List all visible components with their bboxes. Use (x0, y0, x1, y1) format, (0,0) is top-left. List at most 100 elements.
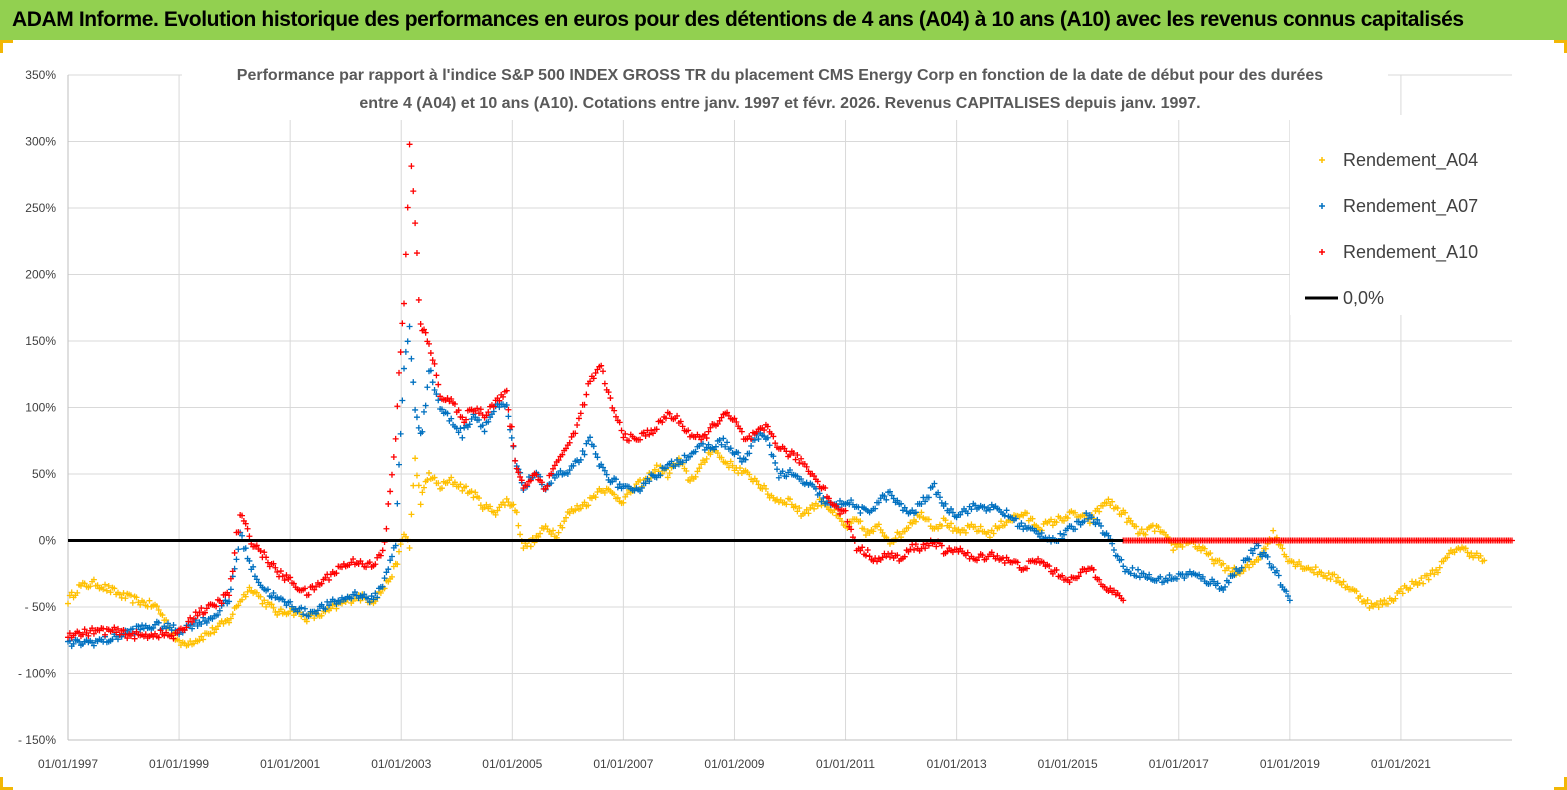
data-point (157, 627, 164, 634)
data-point (203, 605, 210, 612)
data-point (431, 387, 438, 394)
data-point (1407, 585, 1414, 592)
data-point (374, 554, 381, 561)
data-point (811, 505, 818, 512)
data-point (581, 451, 588, 458)
data-point (1381, 597, 1388, 604)
data-point (642, 480, 649, 487)
data-point (646, 431, 653, 438)
chart-title-line2: entre 4 (A04) et 10 ans (A10). Cotations… (359, 95, 1200, 112)
data-point (1160, 579, 1167, 586)
data-point (977, 523, 984, 530)
data-point (783, 448, 790, 455)
data-point (66, 630, 73, 637)
data-point (775, 474, 782, 481)
data-point (277, 568, 284, 575)
data-point (229, 611, 236, 618)
data-point (270, 560, 277, 567)
data-point (1120, 597, 1127, 604)
data-point (587, 378, 594, 385)
data-point (85, 632, 92, 639)
data-point (696, 465, 703, 472)
data-point (1081, 518, 1088, 525)
data-point (94, 582, 101, 589)
data-point (422, 329, 429, 336)
data-point (879, 529, 886, 536)
data-point (592, 370, 599, 377)
data-point (948, 505, 955, 512)
data-point (1225, 565, 1232, 572)
data-point (925, 516, 932, 523)
data-point (1275, 572, 1282, 579)
data-point (377, 589, 384, 596)
data-point (753, 478, 760, 485)
data-point (387, 557, 394, 564)
data-point (1135, 566, 1142, 573)
data-point (1255, 556, 1262, 563)
data-point (1103, 500, 1110, 507)
legend-marker (1319, 203, 1325, 209)
data-point (379, 547, 386, 554)
data-point (1120, 563, 1127, 570)
data-point (244, 588, 251, 595)
data-point (548, 470, 555, 477)
data-point (875, 521, 882, 528)
data-point (574, 502, 581, 509)
data-point (574, 422, 581, 429)
data-point (933, 543, 940, 550)
data-point (792, 456, 799, 463)
data-point (1127, 570, 1134, 577)
data-point (1238, 564, 1245, 571)
data-point (716, 436, 723, 443)
data-point (727, 445, 734, 452)
data-point (1060, 517, 1067, 524)
data-point (637, 436, 644, 443)
data-point (748, 436, 755, 443)
data-point (435, 480, 442, 487)
data-point (1431, 571, 1438, 578)
data-point (727, 458, 734, 465)
data-point (244, 525, 251, 532)
data-point (337, 598, 344, 605)
data-point (748, 442, 755, 449)
data-point (1416, 579, 1423, 586)
data-point (415, 424, 422, 431)
data-point (601, 380, 608, 387)
data-point (718, 414, 725, 421)
data-point (65, 600, 71, 607)
data-point (459, 414, 466, 421)
data-point (412, 220, 419, 227)
data-point (383, 525, 390, 532)
data-point (103, 587, 110, 594)
data-point (76, 629, 83, 636)
data-point (1310, 569, 1317, 576)
data-point (783, 473, 790, 480)
data-point (946, 524, 953, 531)
data-point (1129, 564, 1136, 571)
data-point (1144, 574, 1151, 581)
data-point (1072, 509, 1079, 516)
data-point (394, 561, 401, 568)
data-point (735, 449, 742, 456)
data-point (912, 518, 919, 525)
data-point (701, 459, 708, 466)
data-point (746, 471, 753, 478)
data-point (938, 499, 945, 506)
data-point (479, 422, 486, 429)
data-point (951, 524, 958, 531)
data-point (457, 481, 464, 488)
data-point (931, 480, 938, 487)
data-point (1251, 545, 1258, 552)
data-point (942, 500, 949, 507)
data-point (570, 462, 577, 469)
data-point (1049, 522, 1056, 529)
data-point (551, 474, 558, 481)
data-point (481, 428, 488, 435)
data-point (226, 619, 233, 626)
data-point (537, 530, 544, 537)
data-point (548, 531, 555, 538)
data-point (264, 586, 271, 593)
data-point (451, 400, 458, 407)
data-point (1312, 564, 1319, 571)
data-point (235, 602, 242, 609)
